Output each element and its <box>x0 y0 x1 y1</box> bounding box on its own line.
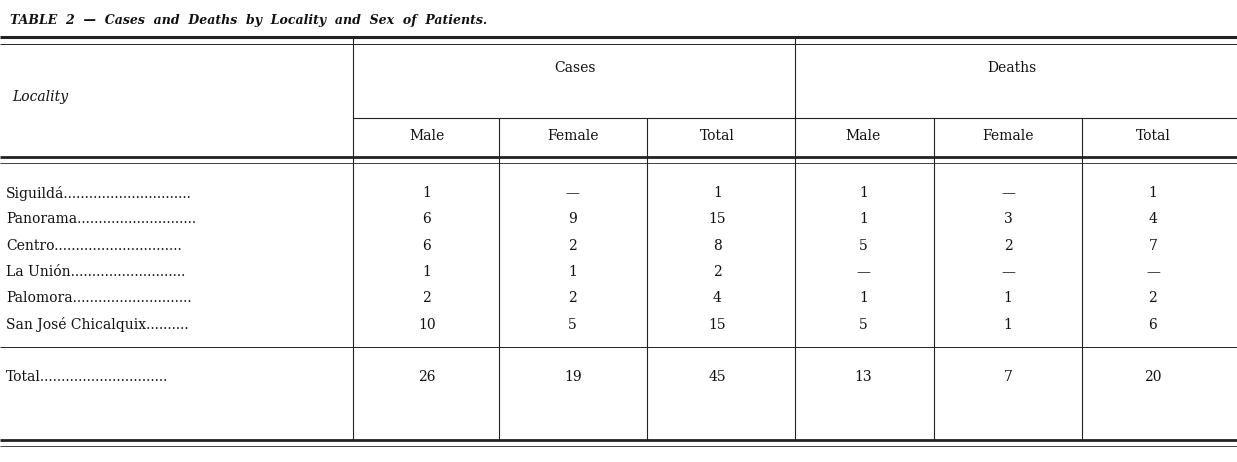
Text: 6: 6 <box>422 239 432 253</box>
Text: 4: 4 <box>1148 213 1158 226</box>
Text: 2: 2 <box>568 239 578 253</box>
Text: Female: Female <box>547 129 599 143</box>
Text: 7: 7 <box>1003 370 1013 383</box>
Text: —: — <box>856 265 871 279</box>
Text: 3: 3 <box>1003 213 1013 226</box>
Text: —: — <box>1145 265 1160 279</box>
Text: 1: 1 <box>1148 186 1158 200</box>
Text: La Unión...........................: La Unión........................... <box>6 265 186 279</box>
Text: 5: 5 <box>568 318 578 332</box>
Text: 6: 6 <box>1148 318 1158 332</box>
Text: 2: 2 <box>422 292 432 305</box>
Text: 19: 19 <box>564 370 581 383</box>
Text: 6: 6 <box>422 213 432 226</box>
Text: Palomora............................: Palomora............................ <box>6 292 192 305</box>
Text: 45: 45 <box>709 370 726 383</box>
Text: 1: 1 <box>713 186 722 200</box>
Text: Male: Male <box>409 129 444 143</box>
Text: 5: 5 <box>858 239 868 253</box>
Text: 13: 13 <box>855 370 872 383</box>
Text: 15: 15 <box>709 213 726 226</box>
Text: 9: 9 <box>568 213 578 226</box>
Text: 15: 15 <box>709 318 726 332</box>
Text: Panorama............................: Panorama............................ <box>6 213 197 226</box>
Text: Total..............................: Total.............................. <box>6 370 168 383</box>
Text: Locality: Locality <box>12 90 68 104</box>
Text: 4: 4 <box>713 292 722 305</box>
Text: —: — <box>565 186 580 200</box>
Text: 1: 1 <box>1003 292 1013 305</box>
Text: 2: 2 <box>1148 292 1158 305</box>
Text: 1: 1 <box>858 292 868 305</box>
Text: Deaths: Deaths <box>987 61 1037 75</box>
Text: Female: Female <box>982 129 1034 143</box>
Text: 2: 2 <box>1003 239 1013 253</box>
Text: Total: Total <box>700 129 735 143</box>
Text: 7: 7 <box>1148 239 1158 253</box>
Text: Centro..............................: Centro.............................. <box>6 239 182 253</box>
Text: 8: 8 <box>713 239 722 253</box>
Text: 1: 1 <box>422 265 432 279</box>
Text: 1: 1 <box>1003 318 1013 332</box>
Text: 1: 1 <box>422 186 432 200</box>
Text: —: — <box>1001 186 1016 200</box>
Text: San José Chicalquix..........: San José Chicalquix.......... <box>6 317 189 332</box>
Text: 5: 5 <box>858 318 868 332</box>
Text: 20: 20 <box>1144 370 1162 383</box>
Text: Total: Total <box>1136 129 1170 143</box>
Text: Male: Male <box>846 129 881 143</box>
Text: 1: 1 <box>568 265 578 279</box>
Text: 1: 1 <box>858 213 868 226</box>
Text: 10: 10 <box>418 318 435 332</box>
Text: Siguildá..............................: Siguildá.............................. <box>6 186 192 201</box>
Text: 2: 2 <box>713 265 722 279</box>
Text: —: — <box>1001 265 1016 279</box>
Text: Cases: Cases <box>554 61 596 75</box>
Text: TABLE  2  —  Cases  and  Deaths  by  Locality  and  Sex  of  Patients.: TABLE 2 — Cases and Deaths by Locality a… <box>10 14 487 27</box>
Text: 1: 1 <box>858 186 868 200</box>
Text: 2: 2 <box>568 292 578 305</box>
Text: 26: 26 <box>418 370 435 383</box>
